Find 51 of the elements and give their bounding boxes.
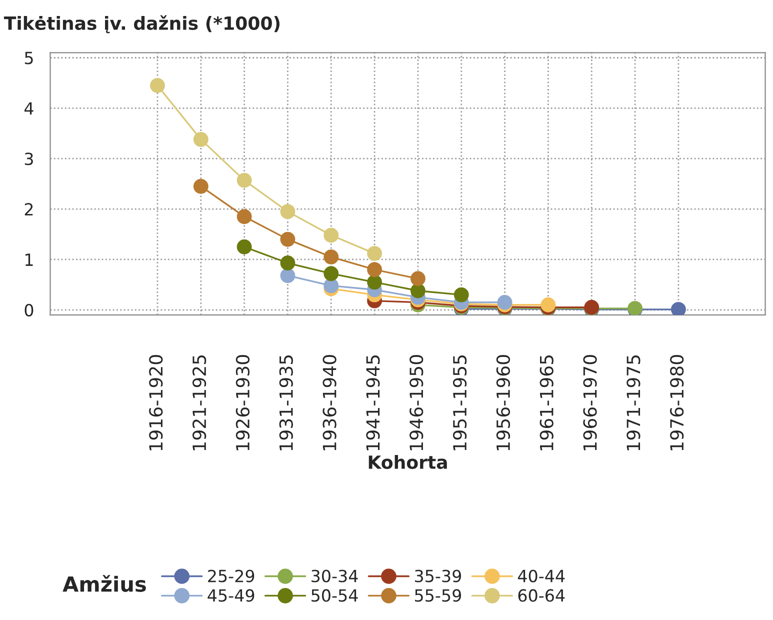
legend-label: 30-34 — [312, 570, 358, 582]
x-tick-label: 1951-1955 — [452, 355, 467, 450]
point — [367, 274, 382, 290]
x-tick-label: 1961-1965 — [540, 355, 554, 450]
point — [150, 78, 165, 93]
point — [193, 178, 208, 194]
y-tick-label: 0 — [24, 304, 34, 316]
legend-label: 60-64 — [518, 589, 565, 602]
y-tick-label: 4 — [24, 102, 34, 115]
legend-label: 25-29 — [208, 570, 254, 582]
x-axis-title: Kohorta — [368, 455, 447, 470]
y-tick-label: 3 — [24, 152, 33, 166]
point — [280, 204, 296, 220]
legend-label: 35-39 — [415, 570, 461, 582]
x-tick-label: 1946-1950 — [410, 355, 424, 450]
point — [236, 209, 252, 224]
point — [324, 278, 339, 294]
point — [280, 268, 296, 284]
point — [193, 132, 208, 147]
point — [280, 256, 296, 270]
x-tick-label: 1936-1940 — [322, 355, 336, 450]
y-tick-label: 5 — [24, 52, 33, 64]
point — [410, 271, 426, 286]
point — [324, 228, 339, 243]
point — [324, 266, 339, 282]
y-tick-label: 2 — [24, 203, 33, 216]
x-tick-label: 1966-1970 — [583, 355, 597, 450]
x-tick-label: 1976-1980 — [670, 355, 684, 450]
point — [367, 246, 382, 261]
x-tick-label: 1921-1925 — [192, 355, 206, 450]
point — [324, 249, 339, 264]
x-tick-label: 1916-1920 — [149, 355, 163, 450]
x-tick-label: 1941-1945 — [366, 355, 380, 450]
legend-label: 55-59 — [415, 589, 461, 602]
legend-label: 50-54 — [312, 589, 358, 602]
chart-title: Tikėtinas įv. dažnis (*1000) — [4, 15, 280, 34]
point — [236, 239, 252, 254]
point — [410, 283, 426, 298]
point — [454, 287, 469, 302]
y-tick-label: 1 — [26, 254, 33, 266]
x-tick-label: 1971-1975 — [626, 355, 640, 450]
legend-label: 45-49 — [208, 589, 254, 602]
point — [670, 302, 686, 315]
x-tick-label: 1931-1935 — [279, 355, 293, 450]
x-tick-label: 1926-1930 — [236, 355, 250, 450]
point — [236, 172, 252, 188]
point — [367, 262, 382, 278]
legend-title: Amžius — [62, 574, 146, 592]
legend-label: 40-44 — [518, 570, 565, 582]
point — [280, 232, 296, 247]
x-tick-label: 1956-1960 — [496, 355, 510, 450]
